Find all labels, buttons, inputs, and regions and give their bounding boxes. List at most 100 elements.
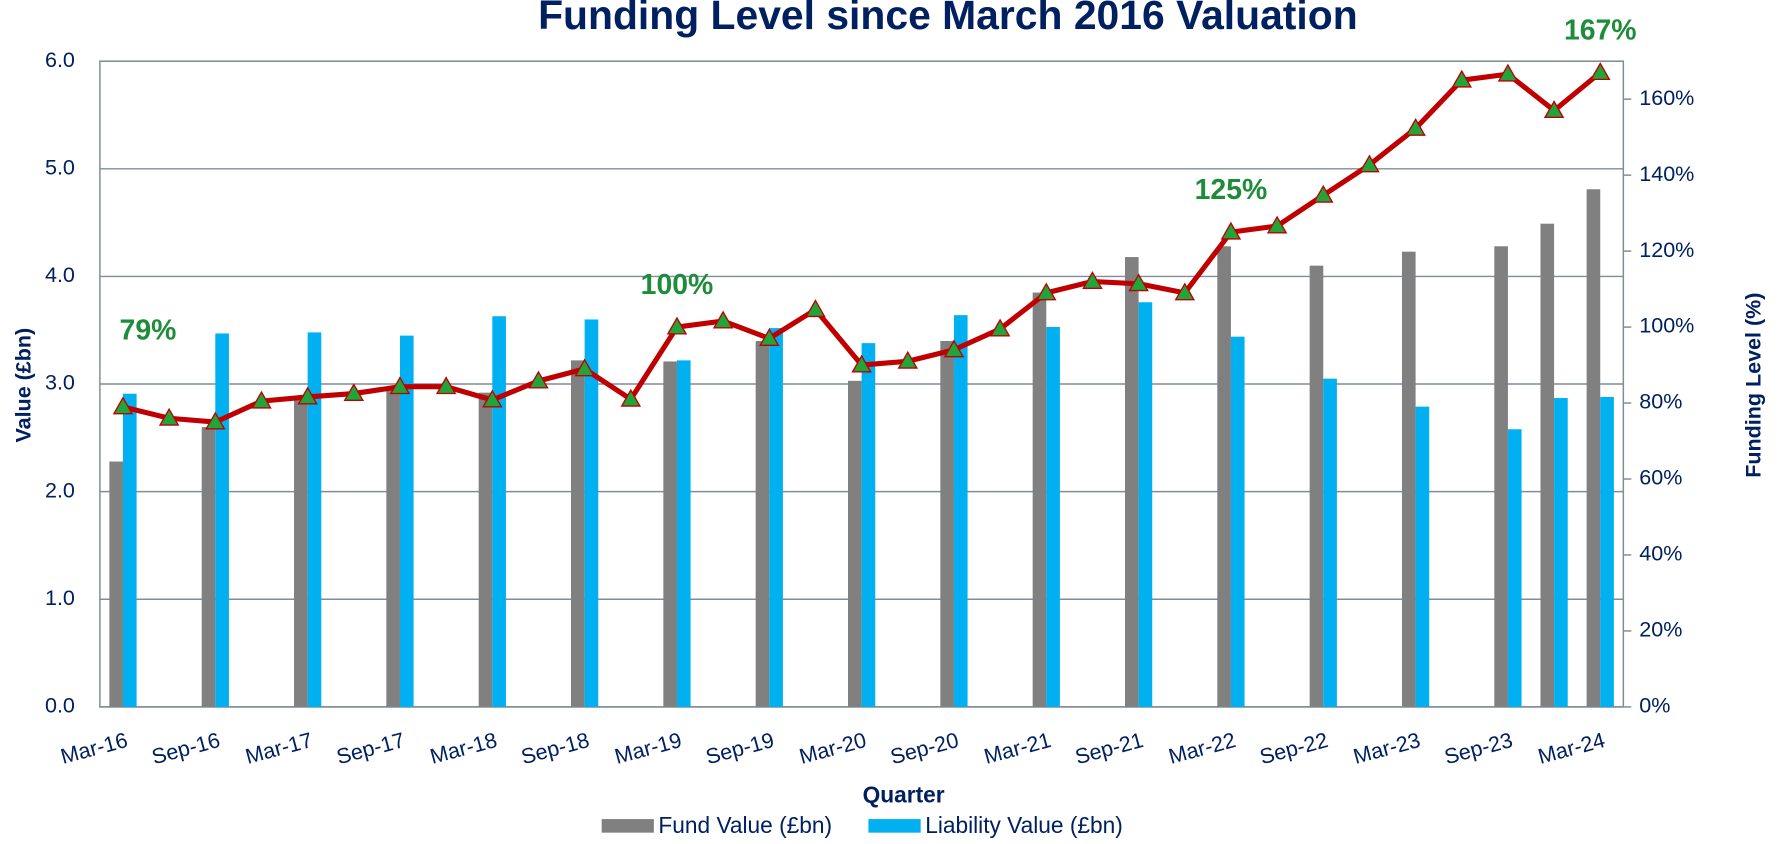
bar	[1494, 246, 1508, 707]
bar	[1217, 246, 1231, 707]
bar	[1507, 429, 1522, 707]
x-tick-label: Mar-16	[58, 728, 130, 769]
y2-tick-label: 100%	[1639, 314, 1694, 338]
line-marker	[435, 376, 457, 395]
line-marker	[989, 318, 1011, 337]
y2-tick-label: 80%	[1639, 390, 1682, 414]
bar	[294, 400, 308, 707]
x-tick-label: Mar-20	[797, 728, 869, 769]
bar	[122, 393, 137, 707]
line-marker	[712, 310, 734, 329]
line-marker	[759, 328, 780, 346]
y2-tick-label: 160%	[1639, 86, 1694, 110]
y2-tick-label: 20%	[1639, 618, 1682, 642]
x-tick-label: Sep-22	[1257, 728, 1330, 769]
line-marker	[574, 358, 595, 377]
y2-tick-label: 0%	[1639, 694, 1670, 718]
y2-tick-label: 140%	[1639, 162, 1694, 186]
y-tick-label: 5.0	[45, 156, 75, 180]
x-tick-label: Mar-22	[1166, 728, 1238, 769]
x-tick-label: Sep-19	[703, 728, 776, 769]
bar	[1323, 378, 1337, 707]
legend-swatch	[868, 819, 921, 833]
bar	[478, 392, 493, 707]
legend-label: Liability Value (£bn)	[925, 812, 1123, 838]
line-marker	[1266, 215, 1288, 234]
bar	[1046, 327, 1060, 707]
line-marker	[1220, 221, 1242, 240]
bar	[755, 340, 770, 707]
y-tick-label: 1.0	[45, 586, 75, 610]
y-tick-label: 3.0	[45, 371, 75, 395]
bar	[676, 360, 691, 707]
line-marker	[343, 383, 365, 402]
bar	[386, 389, 400, 707]
line-marker	[620, 388, 642, 407]
line-marker	[1082, 271, 1103, 289]
line-marker	[112, 396, 134, 415]
x-tick-label: Mar-18	[427, 728, 499, 769]
line-marker	[897, 350, 919, 369]
data-label: 79%	[120, 315, 177, 347]
bar	[1230, 336, 1245, 707]
line-marker	[389, 376, 411, 395]
line-marker	[1405, 117, 1426, 136]
line-marker	[1313, 184, 1334, 203]
y-tick-label: 2.0	[45, 478, 75, 502]
line-marker	[205, 411, 226, 430]
bar	[1124, 257, 1139, 707]
x-axis-title: Quarter	[863, 781, 945, 807]
bar	[215, 333, 229, 707]
bar	[861, 343, 876, 707]
x-tick-label: Sep-23	[1442, 728, 1515, 769]
line-marker	[482, 389, 503, 408]
x-tick-label: Sep-16	[149, 728, 222, 769]
y-tick-label: 0.0	[45, 694, 75, 718]
line-marker	[666, 316, 688, 335]
bar	[109, 461, 123, 707]
y-axis-title: Value (£bn)	[12, 328, 36, 443]
bar	[1586, 189, 1601, 707]
y2-tick-label: 40%	[1639, 542, 1682, 566]
x-tick-label: Mar-24	[1535, 728, 1607, 769]
line-marker	[1590, 62, 1611, 81]
line-marker	[1036, 282, 1057, 301]
x-tick-label: Sep-18	[519, 728, 592, 769]
line-marker	[1543, 100, 1565, 119]
data-label: 100%	[641, 269, 714, 301]
bar	[571, 360, 585, 707]
bar	[1309, 265, 1324, 707]
y-tick-label: 6.0	[45, 48, 75, 72]
line-marker	[1174, 282, 1196, 301]
x-tick-label: Mar-17	[243, 728, 315, 769]
bar	[492, 316, 506, 707]
bar	[1600, 396, 1614, 707]
bar	[1401, 251, 1416, 707]
line-marker	[158, 407, 180, 426]
bar	[1540, 223, 1555, 707]
line-marker	[297, 386, 318, 405]
line-marker	[943, 339, 965, 358]
data-label: 125%	[1195, 174, 1268, 206]
bar	[201, 427, 216, 707]
y2-tick-label: 120%	[1639, 238, 1694, 262]
line-marker	[851, 354, 872, 373]
x-tick-label: Sep-17	[334, 728, 407, 769]
bar	[847, 380, 862, 707]
x-tick-label: Mar-21	[981, 728, 1053, 769]
bar	[399, 335, 414, 707]
line-marker	[1497, 63, 1519, 82]
legend-swatch	[601, 819, 654, 833]
bar	[584, 319, 599, 707]
bar	[940, 340, 954, 707]
bar	[953, 315, 968, 707]
x-tick-label: Sep-21	[1073, 728, 1146, 769]
line-marker	[1359, 154, 1380, 173]
y2-tick-label: 60%	[1639, 466, 1682, 490]
line-marker	[1451, 69, 1473, 88]
line-marker	[251, 390, 272, 409]
line-marker	[528, 370, 549, 389]
bar	[1415, 406, 1430, 707]
x-tick-label: Mar-23	[1351, 728, 1423, 769]
